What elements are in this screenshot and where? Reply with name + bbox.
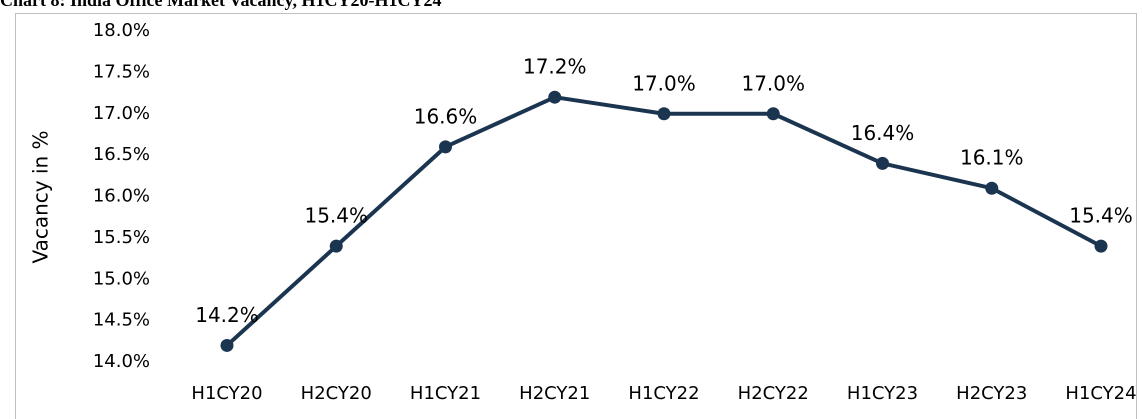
x-tick-label: H2CY21 <box>519 383 590 404</box>
x-tick-label: H1CY23 <box>847 383 918 404</box>
x-tick-label: H2CY20 <box>301 383 372 404</box>
y-tick-label: 14.5% <box>93 310 150 331</box>
y-tick-label: 18.0% <box>93 20 150 41</box>
x-tick-label: H1CY22 <box>628 383 699 404</box>
y-tick-label: 17.0% <box>93 103 150 124</box>
marker <box>876 156 889 170</box>
chart-title: Chart 8: India Office Market Vacancy, H1… <box>0 0 441 10</box>
data-label: 16.1% <box>960 146 1024 170</box>
y-tick-label: 16.0% <box>93 186 150 207</box>
data-label: 16.6% <box>414 104 478 128</box>
marker <box>657 107 671 121</box>
marker <box>548 90 562 104</box>
x-tick-label: H2CY23 <box>956 383 1027 404</box>
y-tick-label: 14.0% <box>93 351 150 372</box>
data-label: 17.0% <box>741 71 805 95</box>
x-tick-label: H1CY21 <box>410 383 481 404</box>
marker <box>439 140 452 154</box>
x-tick-label: H1CY24 <box>1065 383 1136 404</box>
data-label: 16.4% <box>851 121 915 145</box>
data-label: 17.2% <box>523 55 587 79</box>
data-label: 15.4% <box>1069 204 1133 228</box>
y-tick-label: 15.5% <box>93 227 150 248</box>
marker <box>985 181 999 195</box>
marker <box>220 338 234 352</box>
chart-frame <box>15 13 1137 419</box>
marker <box>766 107 780 121</box>
data-label: 15.4% <box>304 204 368 228</box>
y-tick-label: 15.0% <box>93 268 150 289</box>
y-axis-label: Vacancy in % <box>29 130 53 263</box>
x-tick-label: H2CY22 <box>738 383 809 404</box>
marker <box>1094 239 1108 253</box>
x-tick-label: H1CY20 <box>191 383 262 404</box>
data-label: 17.0% <box>632 71 696 95</box>
y-tick-label: 17.5% <box>93 61 150 82</box>
y-tick-label: 16.5% <box>93 144 150 165</box>
marker <box>329 239 343 253</box>
data-label: 14.2% <box>195 303 259 327</box>
